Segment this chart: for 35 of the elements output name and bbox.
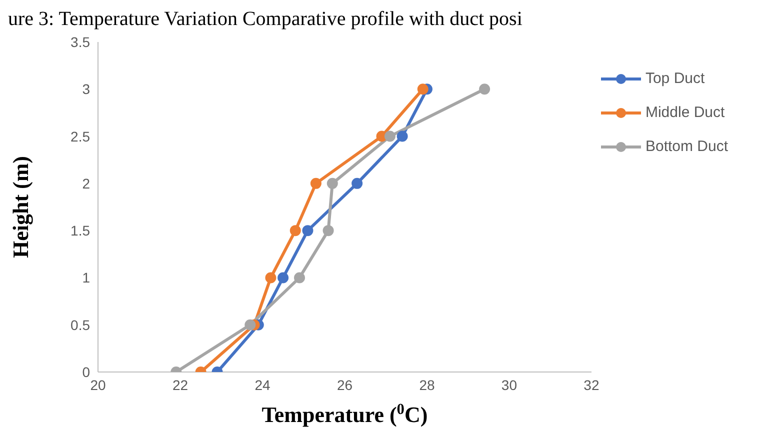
- point: [278, 272, 289, 284]
- point: [417, 84, 428, 95]
- x-tick-label: 20: [90, 376, 106, 393]
- point: [396, 130, 408, 142]
- chart-title: ure 3: Temperature Variation Comparative profile with duct posi: [8, 8, 524, 32]
- y-axis-title: Height (m): [8, 156, 33, 258]
- x-tick-label: 22: [172, 376, 188, 393]
- x-tick-label: 28: [419, 376, 435, 393]
- x-axis-title: Temperature ($^{0}$C): [262, 400, 428, 427]
- point: [302, 225, 314, 236]
- x-tick-label: 32: [584, 376, 600, 393]
- y-tick-label: 2: [82, 175, 90, 192]
- x-tick-label: 26: [336, 376, 353, 393]
- x-tick-label: 24: [254, 376, 270, 393]
- point: [244, 319, 256, 330]
- y-tick-label: 1: [82, 270, 90, 286]
- legend-label: Top Duct: [645, 69, 705, 89]
- point: [310, 178, 322, 189]
- legend-label: Bottom Duct: [645, 137, 728, 157]
- y-tick-label: 3: [82, 81, 90, 98]
- y-tick-label: 0.5: [70, 316, 90, 333]
- y-tick-label: 2.5: [70, 128, 90, 144]
- y-tick-label: 3.5: [70, 34, 90, 50]
- point: [290, 225, 301, 236]
- point: [326, 178, 338, 189]
- y-tick-label: 0: [82, 364, 90, 380]
- point: [294, 272, 305, 284]
- point: [352, 178, 363, 189]
- y-tick-label: 1.5: [70, 222, 90, 239]
- point: [384, 130, 396, 142]
- point: [322, 225, 334, 236]
- x-tick-label: 30: [501, 376, 518, 393]
- legend-label: Middle Duct: [645, 103, 725, 123]
- point: [265, 272, 276, 284]
- point: [479, 84, 490, 95]
